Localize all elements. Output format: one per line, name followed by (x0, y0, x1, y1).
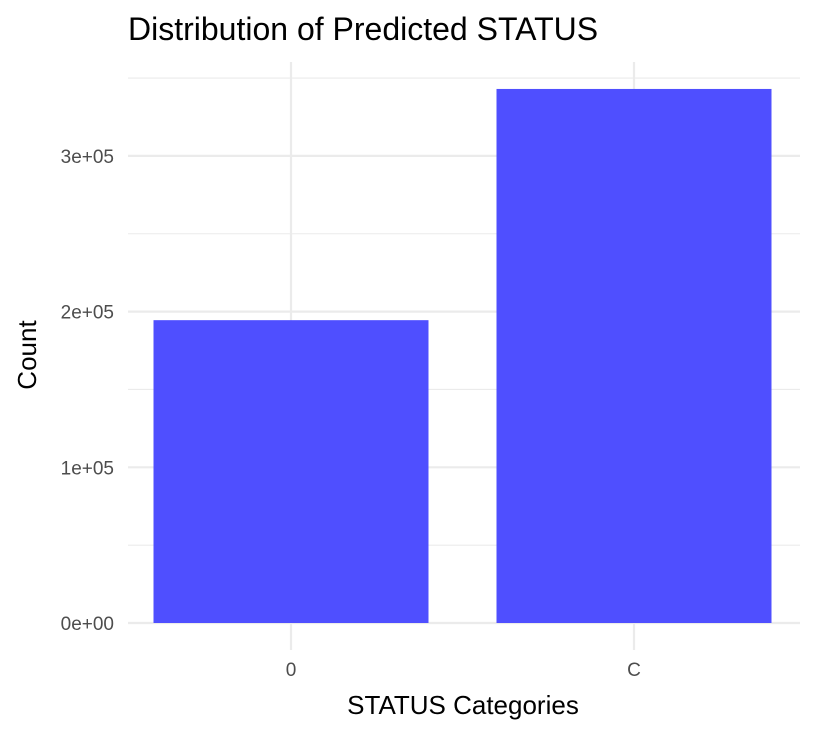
x-axis-title: STATUS Categories (347, 690, 579, 720)
y-tick-label: 1e+05 (61, 458, 114, 479)
x-tick-label: C (627, 660, 641, 681)
x-tick-label: 0 (286, 660, 297, 681)
y-axis-title: Count (12, 320, 42, 390)
chart-title: Distribution of Predicted STATUS (128, 11, 598, 47)
bar-c (496, 88, 772, 624)
y-tick-label: 0e+00 (61, 614, 114, 635)
bars (153, 88, 772, 624)
y-axis-tick-labels: 0e+00 1e+05 2e+05 3e+05 (61, 147, 114, 635)
y-tick-label: 2e+05 (61, 303, 114, 324)
bar-0 (153, 320, 429, 623)
y-tick-label: 3e+05 (61, 147, 114, 168)
